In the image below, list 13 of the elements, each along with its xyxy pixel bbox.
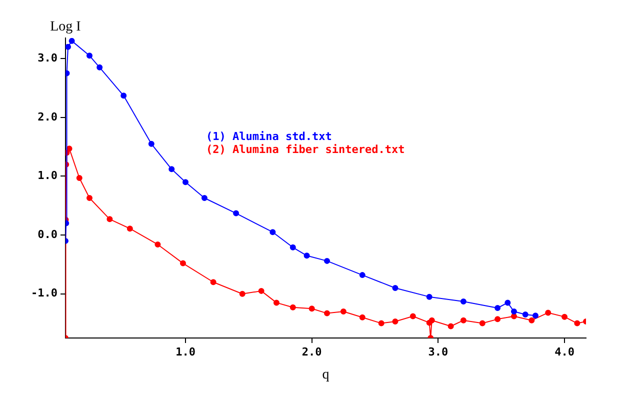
x-tick-label: 3.0 bbox=[428, 345, 448, 358]
y-tick-label: 0.0 bbox=[38, 228, 58, 241]
x-axis-title: q bbox=[322, 367, 330, 382]
y-tick-label: 1.0 bbox=[38, 169, 58, 182]
x-tick-label: 1.0 bbox=[176, 345, 196, 358]
y-tick-label: 3.0 bbox=[38, 51, 58, 64]
x-tick-label: 4.0 bbox=[554, 345, 574, 358]
x-tick-label: 2.0 bbox=[302, 345, 322, 358]
y-tick-label: -1.0 bbox=[30, 286, 58, 300]
text: (2) Alumina fiber sintered.txt bbox=[206, 142, 405, 156]
y-axis-title: Log I bbox=[50, 20, 82, 35]
text: (1) Alumina std.txt bbox=[206, 130, 332, 143]
y-tick-label: 2.0 bbox=[38, 110, 58, 124]
